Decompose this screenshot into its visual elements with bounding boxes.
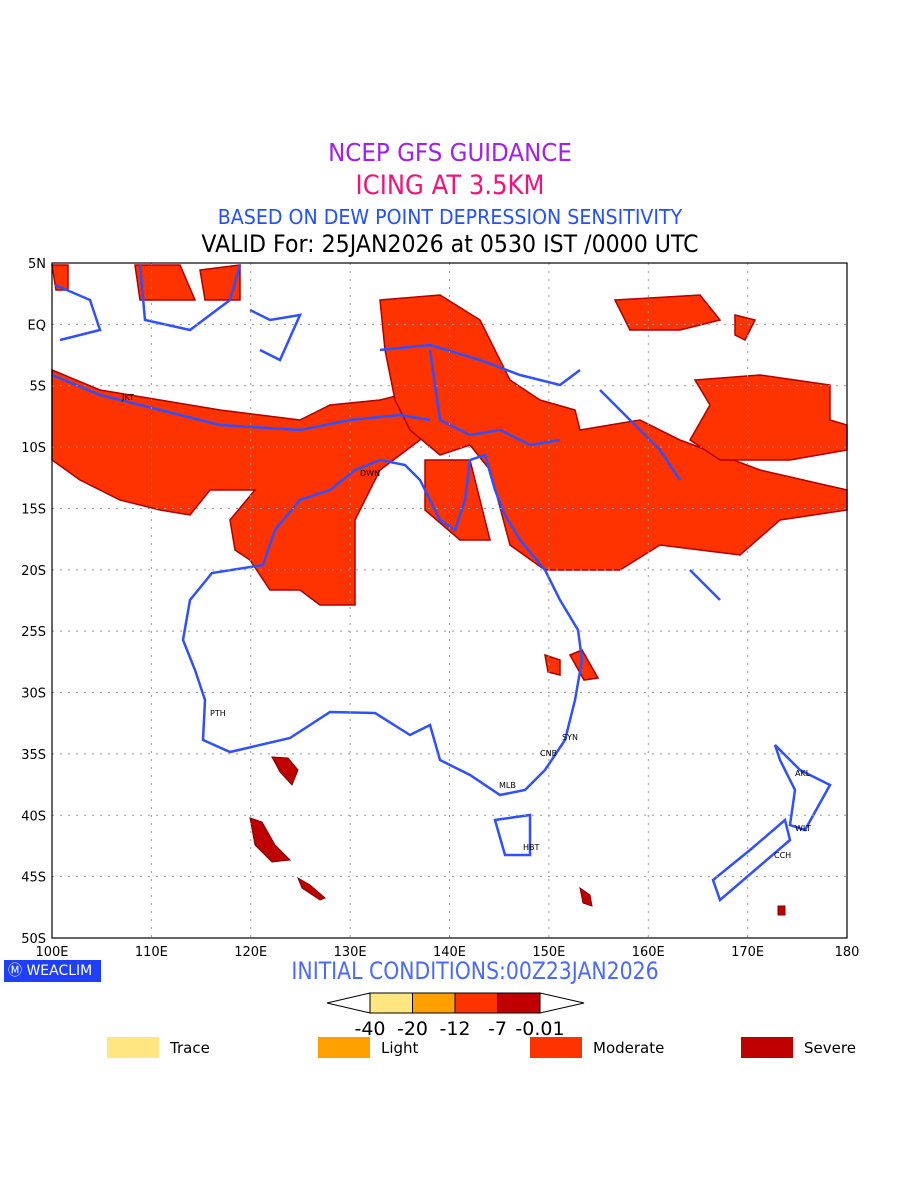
lon-label: 120E [234, 945, 267, 960]
city-label-cnb: CNB [540, 749, 557, 758]
colorbar-swatch [454, 992, 498, 1014]
legend-label-light: Light [381, 1039, 419, 1057]
colorbar-level: -12 [439, 1018, 470, 1040]
coastlines [51, 264, 832, 903]
city-label-syn: SYN [562, 733, 578, 742]
weaclim-logo: Ⓜ WEACLIM [4, 960, 101, 982]
colorbar-left-arrow [326, 992, 371, 1014]
lat-label: 35S [21, 748, 46, 763]
colorbar-swatch [412, 992, 456, 1014]
city-label-jkt: JKT [121, 393, 134, 402]
lat-label: 25S [21, 625, 46, 640]
lat-label: 20S [21, 564, 46, 579]
legend-swatch-moderate [530, 1037, 582, 1058]
colorbar-level: -0.01 [515, 1018, 564, 1040]
lat-label: 5S [29, 380, 46, 395]
lat-label: 45S [21, 871, 46, 886]
colorbar-right-arrow [539, 992, 585, 1014]
city-label-wlt: WLT [795, 824, 811, 833]
lat-label: 40S [21, 809, 46, 824]
lon-label: 140E [433, 945, 466, 960]
legend-swatch-severe [741, 1037, 793, 1058]
legend-swatch-light [318, 1037, 370, 1058]
lat-label: 30S [21, 687, 46, 702]
lon-label: 180 [835, 945, 860, 960]
legend-label-trace: Trace [170, 1039, 210, 1057]
lat-labels: 5N EQ 5S 10S 15S 20S 25S 30S 35S 40S 45S 50S [21, 257, 46, 947]
lon-labels: 100E 110E 120E 130E 140E 150E 160E 170E 180 [35, 945, 859, 960]
map-plot: 5N EQ 5S 10S 15S 20S 25S 30S 35S 40S 45S 50S 100E 11… [21, 257, 859, 960]
colorbar-level: -7 [488, 1018, 507, 1040]
city-label-cch: CCH [774, 851, 791, 860]
map-frame [51, 262, 848, 939]
colorbar-level: -40 [354, 1018, 385, 1040]
lon-label: 130E [334, 945, 367, 960]
legend-label-severe: Severe [804, 1039, 856, 1057]
colorbar-swatch [369, 992, 413, 1014]
city-label-hbt: HBT [523, 843, 540, 852]
colorbar: -40 -20 -12 -7 -0.01 [326, 992, 585, 1040]
severe-areas [249, 756, 786, 916]
lon-label: 150E [532, 945, 565, 960]
logo-text: WEACLIM [26, 963, 93, 979]
colorbar-swatch [497, 992, 541, 1014]
colorbar-level: -20 [397, 1018, 428, 1040]
lon-label: 100E [35, 945, 68, 960]
lon-label: 110E [135, 945, 168, 960]
lat-label: 5N [28, 257, 46, 272]
lon-label: 160E [632, 945, 665, 960]
title-method: BASED ON DEW POINT DEPRESSION SENSITIVIT… [217, 205, 683, 229]
city-label-dwn: DWN [360, 469, 380, 478]
lat-label: EQ [28, 318, 46, 333]
legend-label-moderate: Moderate [593, 1039, 665, 1057]
title-product: ICING AT 3.5KM [355, 170, 545, 201]
city-label-akl: AKL [795, 769, 811, 778]
lat-label: 50S [21, 932, 46, 947]
city-label-pth: PTH [210, 709, 226, 718]
title-model: NCEP GFS GUIDANCE [328, 138, 572, 167]
city-label-mlb: MLB [499, 781, 516, 790]
lat-label: 10S [21, 441, 46, 456]
city-labels: JKT DWN PTH SYN CNB MLB HBT AKL WLT CCH [121, 393, 811, 860]
lat-label: 15S [21, 502, 46, 517]
lon-label: 170E [731, 945, 764, 960]
initial-conditions: INITIAL CONDITIONS:00Z23JAN2026 [291, 957, 659, 985]
title-valid-time: VALID For: 25JAN2026 at 0530 IST /0000 U… [201, 230, 699, 258]
legend-swatch-trace [107, 1037, 159, 1058]
grid-lines [52, 263, 847, 938]
